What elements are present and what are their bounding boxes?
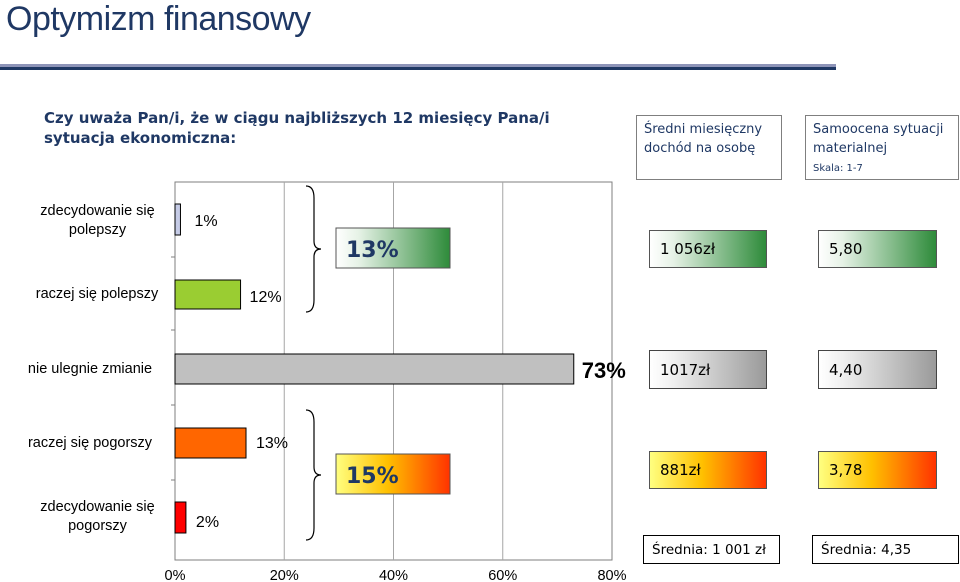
x-tick-label: 60%: [488, 568, 517, 582]
group-total-label: 13%: [346, 238, 399, 263]
category-label: raczej się pogorszy: [27, 435, 153, 451]
category-label: nie ulegnie zmianie: [27, 361, 153, 377]
survey-question: Czy uważa Pan/i, że w ciągu najbliższych…: [44, 109, 550, 147]
category-label: raczej się polepszy: [35, 286, 159, 302]
selfassess-header: Samoocena sytuacji materialnej Skala: 1-…: [805, 115, 959, 180]
income-value: 1 056zł: [649, 230, 767, 268]
selfassess-value: 5,80: [818, 230, 937, 268]
bar-value-label: 2%: [196, 514, 219, 531]
income-value: 1017zł: [649, 350, 767, 389]
bar: [174, 279, 242, 310]
x-tick-label: 80%: [597, 568, 626, 582]
category-label: zdecydowanie się pogorszy: [40, 499, 155, 534]
bar: [174, 353, 575, 385]
bar: [174, 501, 187, 534]
title-underline: [0, 64, 836, 70]
x-tick-label: 40%: [379, 568, 408, 582]
group-brace: [305, 185, 322, 313]
x-tick-label: 20%: [270, 568, 299, 582]
selfassess-value: 4,40: [818, 350, 937, 389]
bar-value-label: 73%: [582, 358, 626, 383]
bar: [174, 203, 181, 236]
x-tick-label: 0%: [165, 568, 186, 582]
category-label: zdecydowanie się polepszy: [40, 203, 155, 238]
bar-value-label: 1%: [194, 213, 217, 230]
group-total-label: 15%: [346, 464, 399, 489]
bar-value-label: 12%: [250, 289, 282, 306]
selfassess-value: 3,78: [818, 451, 937, 489]
group-total-box: [335, 227, 451, 269]
income-value: 881zł: [649, 451, 767, 489]
selfassess-scale: Skala: 1-7: [813, 163, 863, 174]
bar-value-label: 13%: [256, 435, 288, 452]
income-average: Średnia: 1 001 zł: [643, 535, 780, 564]
group-brace: [305, 409, 322, 541]
bar: [174, 427, 247, 459]
page-title: Optymizm finansowy: [6, 0, 311, 38]
group-total-box: [335, 453, 451, 495]
income-header: Średni miesięczny dochód na osobę: [636, 115, 782, 180]
selfassess-average: Średnia: 4,35: [812, 535, 959, 564]
